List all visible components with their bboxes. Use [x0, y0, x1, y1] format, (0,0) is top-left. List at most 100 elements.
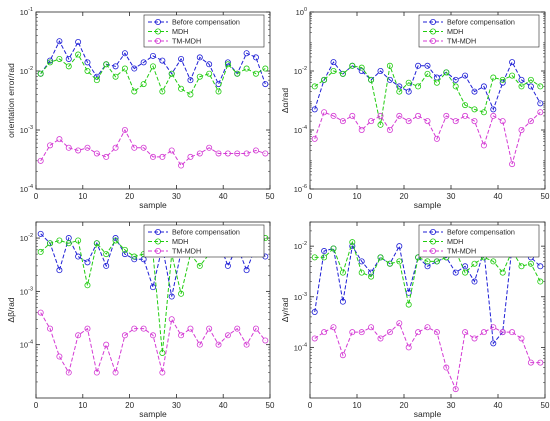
series-line	[40, 53, 266, 96]
data-point	[47, 240, 54, 247]
x-tick-label: 0	[34, 192, 39, 201]
data-point	[243, 150, 250, 157]
legend-marker	[429, 18, 436, 25]
data-point	[339, 70, 346, 77]
data-point	[311, 309, 318, 316]
legend-label: Before compensation	[447, 228, 515, 237]
data-point	[433, 135, 440, 142]
data-point	[65, 63, 72, 70]
data-point	[405, 88, 412, 95]
data-point	[433, 258, 440, 265]
y-tick-label: 100	[296, 7, 307, 17]
x-tick-label: 40	[219, 401, 228, 410]
data-point	[396, 258, 403, 265]
y-tick-label: 10-4	[294, 342, 307, 352]
y-tick-label: 10-2	[294, 66, 307, 76]
x-axis-label: sample	[139, 409, 167, 419]
data-point	[243, 267, 250, 274]
data-point	[396, 88, 403, 95]
data-point	[131, 88, 138, 95]
data-point	[196, 73, 203, 80]
data-point	[215, 341, 222, 348]
y-tick-label: 10-2	[20, 233, 33, 243]
data-point	[224, 61, 231, 68]
data-point	[424, 324, 431, 331]
data-point	[196, 54, 203, 61]
data-point	[75, 237, 82, 244]
x-axis-label: sample	[139, 200, 167, 210]
data-point	[75, 147, 82, 154]
data-point	[537, 83, 544, 90]
data-point	[452, 118, 459, 125]
data-point	[56, 55, 63, 62]
y-axis-label: orientation error/rad	[6, 63, 16, 138]
data-point	[75, 39, 82, 46]
x-tick-label: 10	[78, 401, 87, 410]
x-tick-label: 20	[400, 192, 409, 201]
data-point	[330, 59, 337, 66]
x-tick-label: 40	[219, 192, 228, 201]
legend-marker	[429, 28, 436, 35]
data-point	[386, 62, 393, 69]
data-point	[224, 332, 231, 339]
y-axis-label: Δα/rad	[280, 88, 290, 114]
data-point	[527, 83, 534, 90]
legend-marker	[429, 38, 436, 45]
data-point	[433, 329, 440, 336]
data-point	[159, 369, 166, 376]
data-point	[252, 70, 259, 77]
chart-top-right: 10-6 10-4 10-2 100 0 10 20 30 40 50 sample Δα/rad Be…	[280, 7, 550, 210]
data-point	[424, 118, 431, 125]
data-point	[187, 91, 194, 98]
data-point	[140, 144, 147, 151]
data-point	[112, 73, 119, 80]
data-point	[112, 144, 119, 151]
data-point	[311, 106, 318, 113]
data-point	[84, 68, 91, 75]
data-point	[131, 253, 138, 260]
data-point	[415, 83, 422, 90]
legend-marker	[154, 28, 161, 35]
data-point	[84, 282, 91, 289]
series-line	[314, 240, 541, 305]
data-point	[321, 329, 328, 336]
y-tick-label: 10-6	[294, 184, 307, 194]
data-point	[149, 284, 156, 291]
data-point	[321, 248, 328, 255]
data-point	[330, 68, 337, 75]
data-point	[471, 335, 478, 342]
data-point	[121, 332, 128, 339]
data-point	[93, 77, 100, 84]
data-point	[56, 136, 63, 143]
data-point	[462, 269, 469, 276]
data-point	[252, 325, 259, 332]
data-point	[234, 70, 241, 77]
data-point	[159, 349, 166, 356]
x-tick-label: 50	[541, 401, 550, 410]
data-point	[56, 353, 63, 360]
x-tick-label: 50	[266, 401, 275, 410]
data-point	[149, 52, 156, 59]
data-point	[168, 316, 175, 323]
data-point	[206, 144, 213, 151]
data-point	[131, 144, 138, 151]
data-point	[131, 325, 138, 332]
legend-label: TM-MDH	[447, 37, 476, 46]
data-point	[121, 50, 128, 57]
data-point	[159, 57, 166, 64]
data-point	[140, 81, 147, 88]
data-point	[358, 258, 365, 265]
data-point	[187, 153, 194, 160]
data-point	[196, 150, 203, 157]
x-tick-label: 0	[34, 401, 39, 410]
data-point	[443, 69, 450, 76]
data-point	[121, 251, 128, 258]
data-point	[149, 63, 156, 70]
data-point	[75, 332, 82, 339]
data-point	[462, 102, 469, 109]
data-point	[433, 79, 440, 86]
data-point	[415, 329, 422, 336]
legend-marker	[429, 247, 436, 254]
